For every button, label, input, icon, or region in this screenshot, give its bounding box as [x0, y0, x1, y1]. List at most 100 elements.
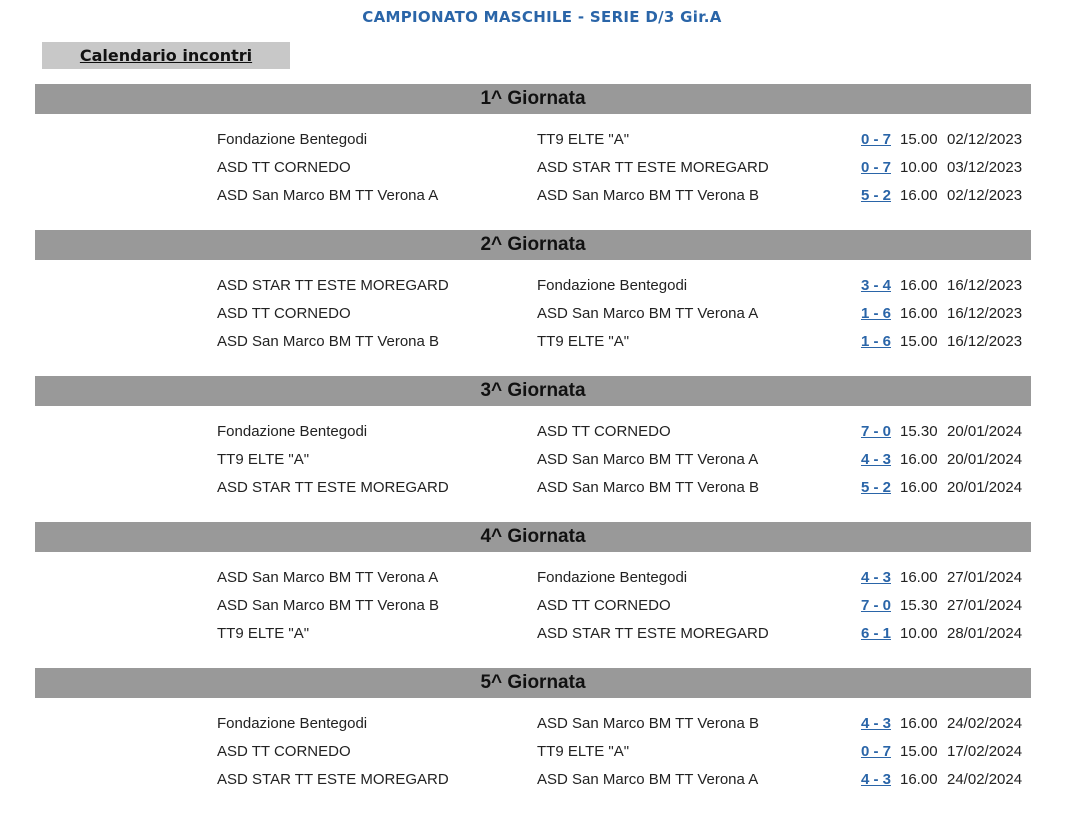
match-date: 28/01/2024 — [947, 625, 1023, 642]
home-team: Fondazione Bentegodi — [217, 423, 368, 440]
match-date: 27/01/2024 — [947, 569, 1023, 586]
match-time: 15.00 — [900, 333, 938, 350]
score-link[interactable]: 4 - 3 — [860, 771, 891, 788]
match-row: ASD San Marco BM TT Verona A Fondazione … — [35, 564, 1031, 592]
round-header: 3^ Giornata — [35, 376, 1031, 406]
match-time: 16.00 — [900, 479, 938, 496]
match-row: Fondazione Bentegodi TT9 ELTE "A" 0 - 7 … — [35, 126, 1031, 154]
match-date: 03/12/2023 — [947, 159, 1023, 176]
home-team: ASD San Marco BM TT Verona A — [217, 569, 439, 586]
match-list: ASD STAR TT ESTE MOREGARD Fondazione Ben… — [35, 260, 1031, 376]
calendar-link[interactable]: Calendario incontri — [79, 46, 253, 65]
round-header: 4^ Giornata — [35, 522, 1031, 552]
away-team: Fondazione Bentegodi — [537, 277, 688, 294]
match-row: ASD San Marco BM TT Verona A ASD San Mar… — [35, 182, 1031, 210]
round-title: 4^ Giornata — [480, 526, 586, 547]
match-time: 16.00 — [900, 771, 938, 788]
away-team: ASD San Marco BM TT Verona A — [537, 451, 759, 468]
score-link[interactable]: 6 - 1 — [860, 625, 891, 642]
away-team: ASD San Marco BM TT Verona A — [537, 305, 759, 322]
home-team: ASD STAR TT ESTE MOREGARD — [217, 771, 449, 788]
match-date: 16/12/2023 — [947, 333, 1023, 350]
away-team: ASD TT CORNEDO — [537, 597, 671, 614]
match-date: 16/12/2023 — [947, 305, 1023, 322]
match-row: ASD San Marco BM TT Verona B TT9 ELTE "A… — [35, 328, 1031, 356]
match-time: 16.00 — [900, 569, 938, 586]
home-team: Fondazione Bentegodi — [217, 715, 368, 732]
score-link[interactable]: 5 - 2 — [860, 479, 891, 496]
match-date: 20/01/2024 — [947, 423, 1023, 440]
score-link[interactable]: 0 - 7 — [860, 743, 891, 760]
match-row: TT9 ELTE "A" ASD STAR TT ESTE MOREGARD 6… — [35, 620, 1031, 648]
round-title: 1^ Giornata — [480, 88, 586, 109]
home-team: ASD STAR TT ESTE MOREGARD — [217, 277, 449, 294]
calendar-tab: Calendario incontri — [42, 42, 290, 69]
home-team: ASD TT CORNEDO — [217, 743, 351, 760]
match-time: 16.00 — [900, 715, 938, 732]
score-link[interactable]: 0 - 7 — [860, 159, 891, 176]
match-row: ASD San Marco BM TT Verona B ASD TT CORN… — [35, 592, 1031, 620]
match-time: 15.30 — [900, 423, 938, 440]
match-time: 16.00 — [900, 305, 938, 322]
score-link[interactable]: 4 - 3 — [860, 451, 891, 468]
round-title: 3^ Giornata — [480, 380, 586, 401]
away-team: Fondazione Bentegodi — [537, 569, 688, 586]
match-list: Fondazione Bentegodi ASD TT CORNEDO 7 - … — [35, 406, 1031, 522]
round-header: 2^ Giornata — [35, 230, 1031, 260]
round-2: 2^ Giornata ASD STAR TT ESTE MOREGARD Fo… — [35, 230, 1031, 376]
match-row: TT9 ELTE "A" ASD San Marco BM TT Verona … — [35, 446, 1031, 474]
round-title: 5^ Giornata — [480, 672, 586, 693]
home-team: ASD TT CORNEDO — [217, 159, 351, 176]
away-team: ASD San Marco BM TT Verona B — [537, 715, 760, 732]
match-row: Fondazione Bentegodi ASD TT CORNEDO 7 - … — [35, 418, 1031, 446]
match-row: ASD STAR TT ESTE MOREGARD ASD San Marco … — [35, 474, 1031, 502]
round-title: 2^ Giornata — [480, 234, 586, 255]
away-team: TT9 ELTE "A" — [537, 743, 630, 760]
score-link[interactable]: 3 - 4 — [860, 277, 891, 294]
match-date: 02/12/2023 — [947, 187, 1023, 204]
home-team: Fondazione Bentegodi — [217, 131, 368, 148]
round-3: 3^ Giornata Fondazione Bentegodi ASD TT … — [35, 376, 1031, 522]
away-team: TT9 ELTE "A" — [537, 333, 630, 350]
home-team: ASD San Marco BM TT Verona A — [217, 187, 439, 204]
home-team: ASD TT CORNEDO — [217, 305, 351, 322]
match-time: 16.00 — [900, 187, 938, 204]
match-row: ASD STAR TT ESTE MOREGARD ASD San Marco … — [35, 766, 1031, 794]
match-date: 24/02/2024 — [947, 715, 1023, 732]
match-row: ASD TT CORNEDO ASD STAR TT ESTE MOREGARD… — [35, 154, 1031, 182]
away-team: ASD TT CORNEDO — [537, 423, 671, 440]
match-date: 27/01/2024 — [947, 597, 1023, 614]
match-row: Fondazione Bentegodi ASD San Marco BM TT… — [35, 710, 1031, 738]
score-link[interactable]: 1 - 6 — [860, 305, 891, 322]
score-link[interactable]: 7 - 0 — [860, 423, 891, 440]
away-team: ASD San Marco BM TT Verona B — [537, 479, 760, 496]
home-team: TT9 ELTE "A" — [217, 451, 310, 468]
match-date: 20/01/2024 — [947, 451, 1023, 468]
match-date: 20/01/2024 — [947, 479, 1023, 496]
match-date: 02/12/2023 — [947, 131, 1023, 148]
match-time: 16.00 — [900, 451, 938, 468]
score-link[interactable]: 1 - 6 — [860, 333, 891, 350]
score-link[interactable]: 5 - 2 — [860, 187, 891, 204]
round-header: 5^ Giornata — [35, 668, 1031, 698]
round-1: 1^ Giornata Fondazione Bentegodi TT9 ELT… — [35, 84, 1031, 230]
score-link[interactable]: 4 - 3 — [860, 569, 891, 586]
match-time: 15.00 — [900, 743, 938, 760]
match-row: ASD STAR TT ESTE MOREGARD Fondazione Ben… — [35, 272, 1031, 300]
score-link[interactable]: 7 - 0 — [860, 597, 891, 614]
away-team: ASD STAR TT ESTE MOREGARD — [537, 159, 769, 176]
match-time: 10.00 — [900, 625, 938, 642]
match-date: 24/02/2024 — [947, 771, 1023, 788]
round-header: 1^ Giornata — [35, 84, 1031, 114]
away-team: ASD San Marco BM TT Verona B — [537, 187, 760, 204]
score-link[interactable]: 0 - 7 — [860, 131, 891, 148]
match-time: 15.00 — [900, 131, 938, 148]
home-team: ASD San Marco BM TT Verona B — [217, 333, 440, 350]
match-row: ASD TT CORNEDO ASD San Marco BM TT Veron… — [35, 300, 1031, 328]
page-title: CAMPIONATO MASCHILE - SERIE D/3 Gir.A — [362, 8, 722, 26]
rounds-list: 1^ Giornata Fondazione Bentegodi TT9 ELT… — [35, 84, 1031, 814]
score-link[interactable]: 4 - 3 — [860, 715, 891, 732]
away-team: ASD San Marco BM TT Verona A — [537, 771, 759, 788]
match-row: ASD TT CORNEDO TT9 ELTE "A" 0 - 7 15.00 … — [35, 738, 1031, 766]
away-team: ASD STAR TT ESTE MOREGARD — [537, 625, 769, 642]
